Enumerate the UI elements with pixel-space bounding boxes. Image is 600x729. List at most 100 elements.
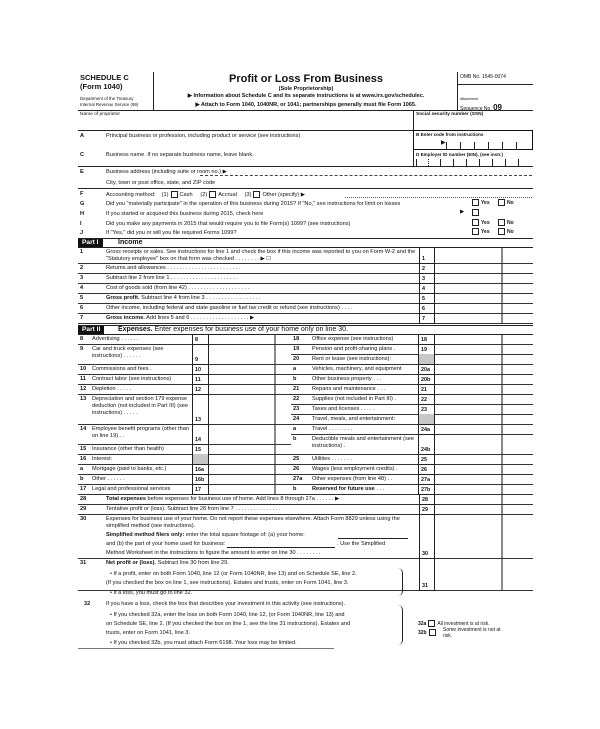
cash-checkbox[interactable] [170,191,178,198]
cents-input[interactable] [501,415,533,424]
cents-input[interactable] [501,264,533,273]
line-i-letter: I [80,221,82,227]
business-name-input[interactable] [106,158,406,166]
cents-input[interactable] [501,345,533,354]
j-yes[interactable]: Yes [470,228,490,236]
amount-input[interactable] [435,415,501,424]
cents-input[interactable] [274,465,291,474]
amount-input[interactable] [435,375,501,384]
cents-input[interactable] [274,335,291,344]
amount-input[interactable] [435,345,501,354]
cents-input[interactable] [501,365,533,374]
amount-input[interactable] [209,455,274,464]
cents-input[interactable] [274,345,291,364]
cents-input[interactable] [501,274,533,283]
ein-input[interactable] [416,159,532,166]
amount-input[interactable] [435,465,501,474]
amount-input[interactable] [435,515,501,558]
cents-input[interactable] [274,375,291,384]
amount-input[interactable] [209,395,274,424]
amount-input[interactable] [435,485,501,494]
amount-input[interactable] [209,345,274,364]
line-number: 7 [80,315,84,321]
accrual-checkbox[interactable] [209,191,217,198]
principal-business-input[interactable] [106,140,406,149]
cents-input[interactable] [501,515,533,558]
cents-input[interactable] [501,425,533,434]
amount-input[interactable] [435,264,501,273]
option-32b[interactable]: 32b [418,629,438,637]
cents-input[interactable] [501,505,533,514]
cents-input[interactable] [274,455,291,464]
amount-input[interactable] [435,455,501,464]
cents-input[interactable] [501,465,533,474]
amount-input[interactable] [209,485,274,494]
amount-input[interactable] [435,274,501,283]
cents-input[interactable] [274,475,291,484]
amount-input[interactable] [435,355,501,364]
amount-input[interactable] [435,505,501,514]
cents-input[interactable] [501,395,533,404]
j-no[interactable]: No [496,228,514,236]
line-f-letter: F [80,191,84,197]
amount-input[interactable] [435,405,501,414]
amount-input[interactable] [435,294,501,303]
cents-input[interactable] [274,395,291,424]
cents-input[interactable] [501,475,533,484]
cents-input[interactable] [501,385,533,394]
started-business-checkbox[interactable] [470,209,481,216]
cents-input[interactable] [501,284,533,293]
amount-input[interactable] [435,385,501,394]
cents-input[interactable] [274,385,291,394]
i-no[interactable]: No [496,219,514,227]
amount-input[interactable] [435,284,501,293]
cents-input[interactable] [501,485,533,494]
amount-input[interactable] [435,248,501,263]
g-yes[interactable]: Yes [470,199,490,207]
cents-input[interactable] [501,314,533,323]
other-method-checkbox[interactable] [253,191,261,198]
amount-input[interactable] [435,435,501,454]
option-32a[interactable]: 32a All investment is at risk. [418,620,490,627]
cents-input[interactable] [501,559,533,590]
amount-input[interactable] [209,375,274,384]
cents-input[interactable] [501,455,533,464]
cents-input[interactable] [501,294,533,303]
amount-input[interactable] [435,559,501,590]
g-no[interactable]: No [496,199,514,207]
cents-input[interactable] [274,445,291,454]
business-address-input[interactable] [200,168,532,176]
amount-input[interactable] [209,365,274,374]
other-method-input[interactable] [345,191,532,198]
amount-input[interactable] [209,475,274,484]
amount-input[interactable] [435,475,501,484]
amount-input[interactable] [435,335,501,344]
amount-input[interactable] [209,465,274,474]
amount-input[interactable] [209,425,274,444]
cents-input[interactable] [501,355,533,364]
amount-input[interactable] [435,495,501,504]
amount-input[interactable] [435,365,501,374]
cents-input[interactable] [274,425,291,444]
cents-input[interactable] [501,435,533,454]
amount-input[interactable] [209,385,274,394]
cents-input[interactable] [501,248,533,263]
ssn-input[interactable] [416,119,531,129]
cents-input[interactable] [274,485,291,494]
amount-input[interactable] [435,395,501,404]
amount-input[interactable] [209,445,274,454]
cents-input[interactable] [501,405,533,414]
name-of-proprietor-input[interactable] [80,119,410,129]
amount-input[interactable] [435,314,501,323]
amount-input[interactable] [209,335,274,344]
cents-input[interactable] [501,375,533,384]
cents-input[interactable] [501,304,533,313]
cents-input[interactable] [501,335,533,344]
home-sqft-input[interactable] [338,532,408,539]
i-yes[interactable]: Yes [470,219,490,227]
amount-input[interactable] [435,304,501,313]
cents-input[interactable] [501,495,533,504]
business-sqft-input[interactable] [227,541,335,548]
amount-input[interactable] [435,425,501,434]
cents-input[interactable] [274,365,291,374]
